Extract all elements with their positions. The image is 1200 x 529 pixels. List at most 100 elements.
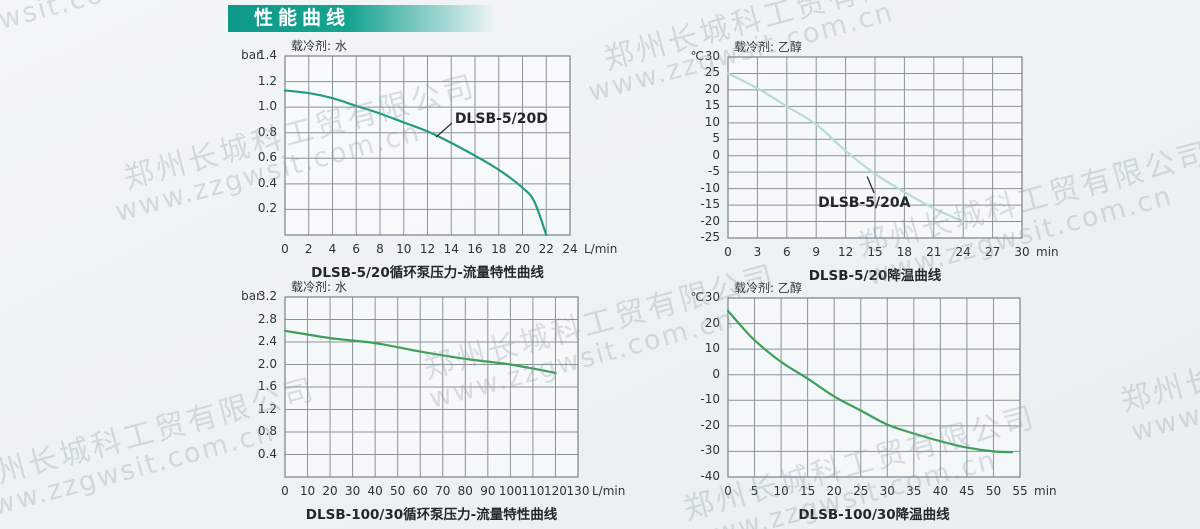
y-tick-label: 2.4 bbox=[257, 334, 277, 348]
chart-dlsb-5-20-cooling bbox=[726, 56, 1023, 239]
y-tick-label: -10 bbox=[700, 392, 720, 407]
x-tick-label: 80 bbox=[457, 484, 473, 498]
x-tick-label: 40 bbox=[932, 484, 948, 498]
x-tick-label: 90 bbox=[480, 484, 496, 498]
series-label: DLSB-5/20D bbox=[454, 110, 548, 127]
x-tick-label: 0 bbox=[724, 484, 732, 498]
x-tick-label: 6 bbox=[352, 242, 361, 256]
x-tick-label: 27 bbox=[984, 245, 1001, 259]
x-tick-label: 15 bbox=[799, 484, 816, 498]
coolant-label: 载冷剂: 水 bbox=[291, 39, 347, 53]
y-tick-label: 0.2 bbox=[257, 201, 277, 216]
x-tick-label: 5 bbox=[750, 484, 759, 498]
y-tick-label: 20 bbox=[704, 315, 720, 330]
y-tick-label: -30 bbox=[700, 443, 720, 458]
x-tick-label: 0 bbox=[724, 245, 732, 259]
x-tick-label: 10 bbox=[299, 484, 316, 498]
x-tick-label: 20 bbox=[826, 484, 842, 498]
x-tick-label: 30 bbox=[1014, 245, 1030, 259]
x-tick-label: 3 bbox=[753, 245, 762, 259]
section-title: 性能曲线 bbox=[254, 7, 351, 29]
series-curve bbox=[283, 329, 557, 374]
y-tick-label: 30 bbox=[704, 290, 720, 304]
x-tick-label: 8 bbox=[376, 242, 384, 256]
x-tick-label: 70 bbox=[435, 484, 451, 498]
x-tick-label: 0 bbox=[281, 484, 289, 498]
x-tick-label: 60 bbox=[412, 484, 428, 498]
x-tick-label: 14 bbox=[443, 242, 459, 256]
y-tick-label: -20 bbox=[700, 417, 720, 432]
x-tick-label: 15 bbox=[867, 245, 883, 259]
y-tick-label: 10 bbox=[704, 341, 720, 356]
x-tick-label: 40 bbox=[367, 484, 383, 498]
x-axis-unit: min bbox=[1036, 245, 1059, 259]
y-tick-label: 1.2 bbox=[257, 401, 277, 416]
y-tick-label: -25 bbox=[700, 230, 720, 244]
y-tick-label: 0.8 bbox=[257, 124, 277, 139]
coolant-label: 载冷剂: 水 bbox=[291, 280, 347, 294]
chart-dlsb-100-30-flow bbox=[283, 296, 579, 478]
y-tick-label: 0 bbox=[712, 147, 720, 162]
y-tick-label: -20 bbox=[700, 213, 720, 228]
x-tick-label: 18 bbox=[896, 245, 913, 259]
x-tick-label: 45 bbox=[959, 484, 975, 498]
x-tick-label: 2 bbox=[304, 242, 313, 256]
y-tick-label: 10 bbox=[704, 114, 720, 129]
x-tick-label: 21 bbox=[926, 245, 942, 259]
y-axis-unit: bar bbox=[241, 48, 261, 62]
annotation-pointer-line bbox=[866, 176, 875, 194]
chart-dlsb-100-30-cooling bbox=[726, 297, 1021, 478]
y-tick-label: 15 bbox=[704, 98, 720, 113]
chart-title: DLSB-100/30循环泵压力-流量特性曲线 bbox=[305, 507, 558, 523]
x-axis-unit: L/min bbox=[584, 242, 618, 256]
chart-title: DLSB-5/20降温曲线 bbox=[808, 268, 942, 284]
series-curve bbox=[283, 89, 548, 237]
series-curve bbox=[726, 309, 1014, 454]
x-tick-label: 0 bbox=[281, 242, 289, 256]
y-tick-label: 1.2 bbox=[257, 73, 277, 88]
y-tick-label: 25 bbox=[704, 65, 720, 80]
x-tick-label: 20 bbox=[514, 242, 531, 256]
y-tick-label: -15 bbox=[700, 197, 720, 212]
y-tick-label: 30 bbox=[704, 49, 720, 63]
y-tick-label: 2.0 bbox=[257, 356, 277, 371]
y-tick-label: 5 bbox=[712, 131, 720, 146]
x-tick-label: 50 bbox=[390, 484, 406, 498]
x-tick-label: 10 bbox=[396, 242, 412, 256]
y-tick-label: 1.4 bbox=[257, 48, 277, 62]
y-tick-label: 3.2 bbox=[257, 289, 277, 303]
annotation-pointer-line bbox=[435, 122, 453, 138]
y-tick-label: 1.6 bbox=[257, 379, 277, 393]
x-tick-label: 100 bbox=[498, 484, 522, 498]
y-tick-label: -40 bbox=[700, 469, 720, 483]
y-tick-label: 0.8 bbox=[257, 424, 277, 438]
x-tick-label: 12 bbox=[419, 242, 436, 256]
x-tick-label: 30 bbox=[344, 484, 361, 498]
coolant-label: 载冷剂: 乙醇 bbox=[734, 40, 802, 54]
y-tick-label: 20 bbox=[704, 81, 720, 96]
x-tick-label: 4 bbox=[328, 242, 337, 256]
series-curve bbox=[726, 72, 965, 223]
x-tick-label: 16 bbox=[467, 242, 483, 256]
x-tick-label: 12 bbox=[837, 245, 854, 259]
section-header: 性能曲线 bbox=[228, 5, 496, 32]
y-tick-label: 2.8 bbox=[257, 311, 277, 326]
y-axis-unit: bar bbox=[241, 289, 261, 303]
x-tick-label: 18 bbox=[491, 242, 507, 256]
y-tick-label: 0.4 bbox=[257, 446, 277, 461]
x-tick-label: 25 bbox=[853, 484, 869, 498]
x-axis-unit: min bbox=[1034, 484, 1057, 498]
chart-title: DLSB-5/20循环泵压力-流量特性曲线 bbox=[311, 265, 544, 281]
x-axis-unit: L/min bbox=[592, 484, 626, 498]
x-tick-label: 35 bbox=[906, 484, 922, 498]
coolant-label: 载冷剂: 乙醇 bbox=[734, 281, 802, 295]
x-tick-label: 50 bbox=[985, 484, 1002, 498]
y-tick-label: 0 bbox=[712, 366, 720, 381]
chart-title: DLSB-100/30降温曲线 bbox=[798, 507, 950, 523]
x-tick-label: 10 bbox=[773, 484, 789, 498]
y-tick-label: 1.0 bbox=[257, 99, 277, 114]
y-axis-unit: ℃ bbox=[690, 49, 704, 63]
y-tick-label: -5 bbox=[708, 164, 720, 179]
